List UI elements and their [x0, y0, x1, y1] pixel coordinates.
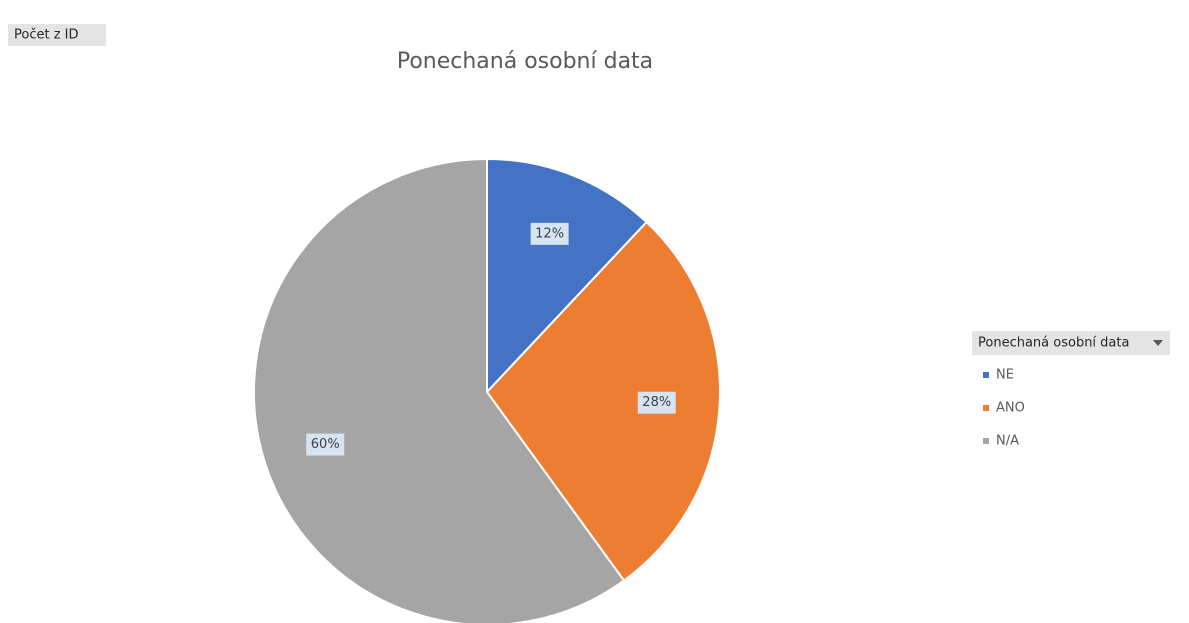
- legend-label: ANO: [996, 401, 1025, 416]
- data-label: 12%: [535, 226, 564, 241]
- legend-swatch: [983, 372, 989, 378]
- field-button[interactable]: [8, 24, 106, 46]
- pie-slice: [253, 157, 626, 623]
- legend-swatch: [983, 405, 989, 411]
- data-label-bg: [530, 222, 569, 245]
- data-label-bg: [306, 433, 345, 456]
- chart-title: Ponechaná osobní data: [397, 49, 653, 74]
- pie-slice: [485, 220, 721, 582]
- dropdown-arrow[interactable]: [1153, 340, 1163, 346]
- legend-field-button[interactable]: [972, 331, 1170, 355]
- data-label: 60%: [311, 437, 340, 452]
- field-button-label: Počet z ID: [14, 28, 79, 43]
- legend-title: Ponechaná osobní data: [978, 336, 1129, 351]
- data-label: 28%: [642, 395, 671, 410]
- pie-slice: [486, 157, 648, 395]
- data-label-bg: [637, 391, 676, 414]
- legend-swatch: [983, 438, 989, 444]
- legend-label: NE: [996, 368, 1014, 383]
- legend-label: N/A: [996, 434, 1019, 449]
